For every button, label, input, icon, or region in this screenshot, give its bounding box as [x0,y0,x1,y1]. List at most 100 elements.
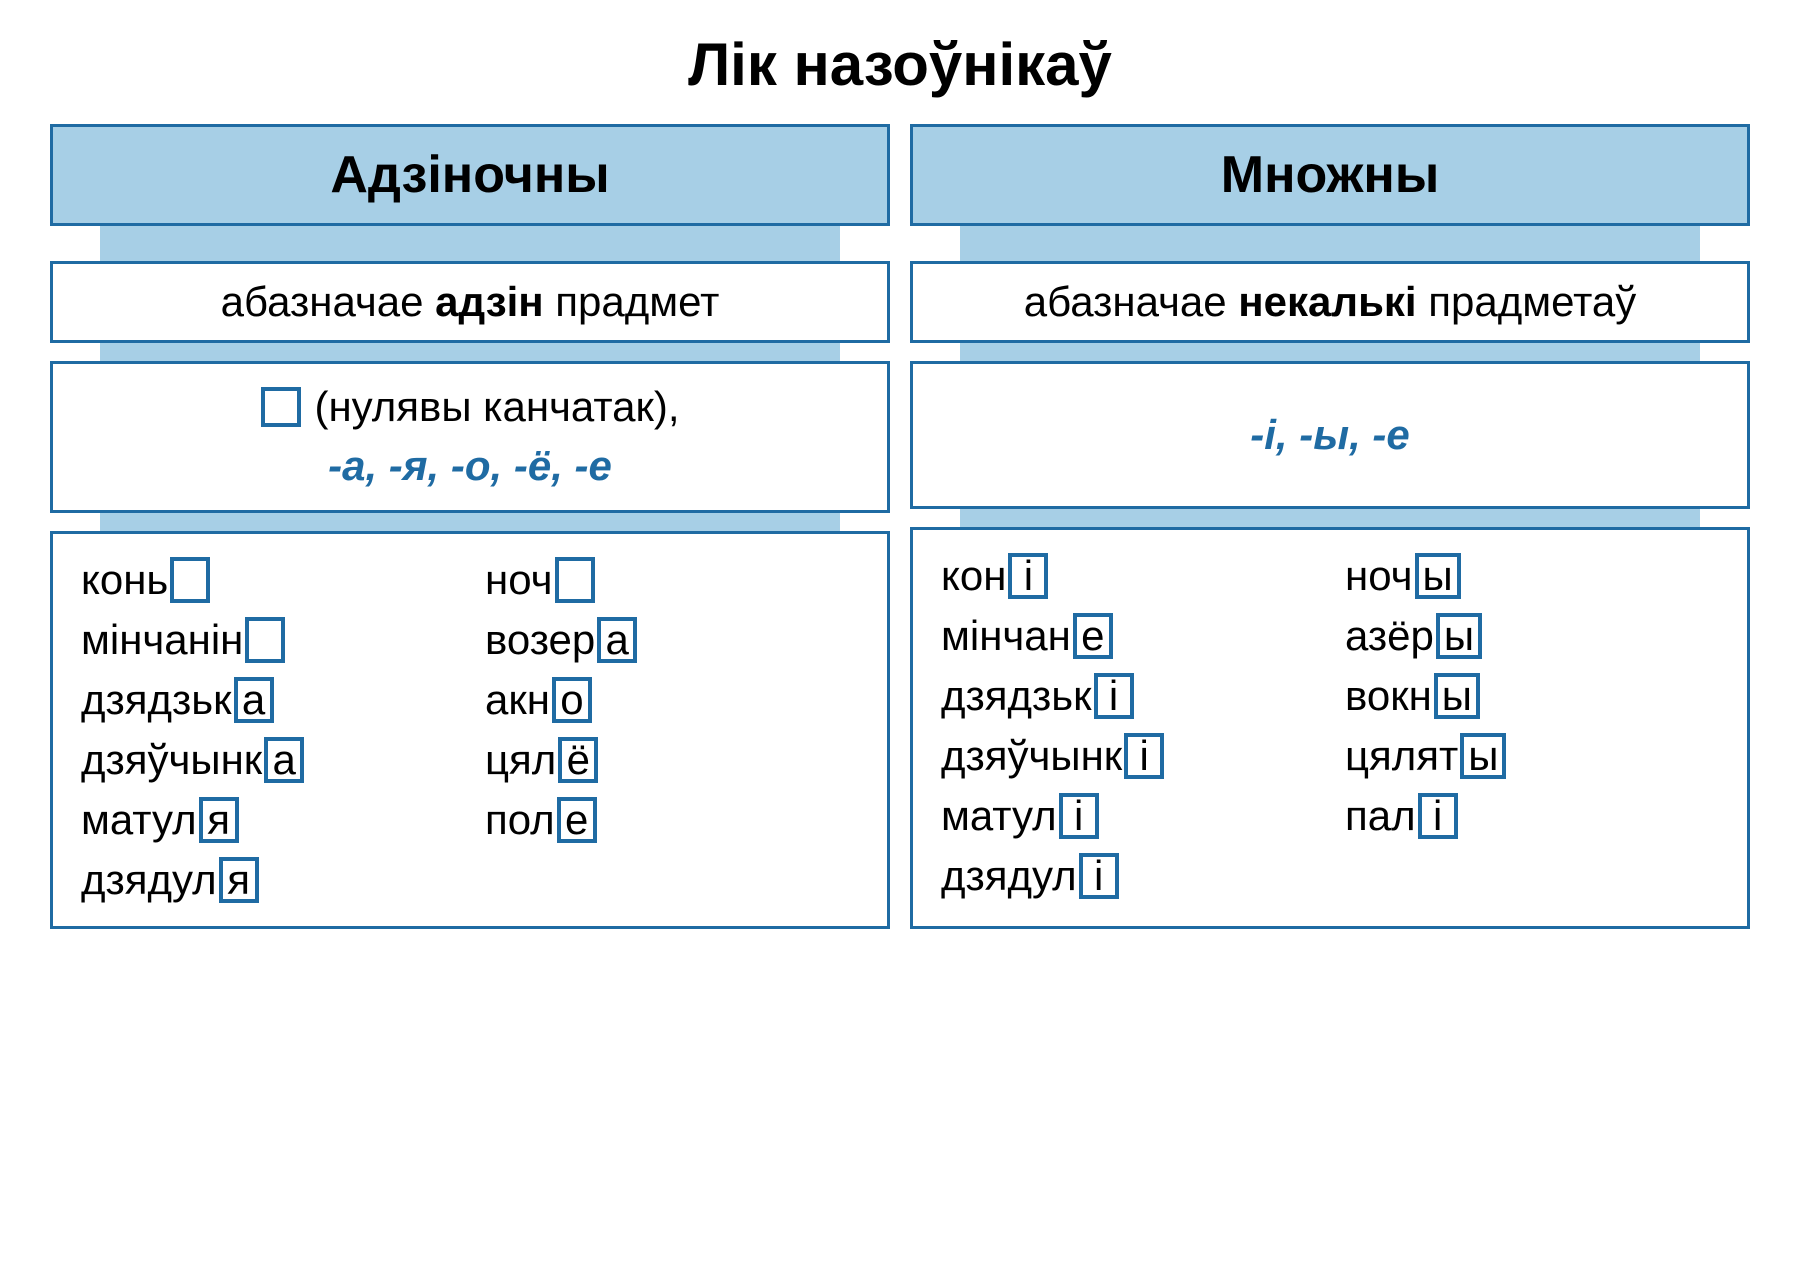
word-stem: возер [485,616,595,664]
desc-bold: адзін [435,278,543,325]
word-stem: матул [941,792,1057,840]
word-stem: ноч [485,556,553,604]
desc-post: прадметаў [1417,278,1637,325]
example-word: дзяўчынкі [941,732,1315,780]
example-word: матуля [81,796,455,844]
word-stem: дзядзьк [941,672,1092,720]
column: Адзіночны абазначае адзін прадмет (нулявы… [50,124,890,929]
columns-container: Адзіночны абазначае адзін прадмет (нулявы… [50,124,1750,929]
column-header: Множны [910,124,1750,226]
example-word: конь [81,556,455,604]
example-word: мінчанін [81,616,455,664]
word-stem: дзяўчынк [81,736,262,784]
example-word: возера [485,616,859,664]
word-ending-box [245,617,285,663]
page-title: Лік назоўнікаў [50,30,1750,99]
word-ending-box: я [199,797,239,843]
examples-subcolumn: коньмінчаніндзядзькадзяўчынкаматулядзяду… [81,556,455,904]
connector [960,343,1699,361]
examples-subcolumn: ночвозераакноцялёполе [485,556,859,904]
column: Множны абазначае некалькі прадметаў -і, -ы… [910,124,1750,929]
examples-box: конімінчанедзядзькідзяўчынкіматулідзядул… [910,527,1750,929]
example-word: коні [941,552,1315,600]
endings-null-row: (нулявы канчатак), [63,378,877,437]
word-stem: пал [1345,792,1416,840]
examples-grid: конімінчанедзядзькідзяўчынкіматулідзядул… [941,552,1719,900]
example-word: дзядзькі [941,672,1315,720]
example-word: ноч [485,556,859,604]
example-word: дзяўчынка [81,736,455,784]
desc-post: прадмет [544,278,720,325]
word-ending-box: а [264,737,304,783]
example-word: палі [1345,792,1719,840]
word-stem: кон [941,552,1006,600]
word-stem: цял [485,736,556,784]
example-word: дзядулі [941,852,1315,900]
word-stem: матул [81,796,197,844]
word-stem: дзядул [81,856,217,904]
connector [100,343,839,361]
examples-subcolumn: конімінчанедзядзькідзяўчынкіматулідзядул… [941,552,1315,900]
example-word: азёры [1345,612,1719,660]
word-stem: дзядзьк [81,676,232,724]
examples-grid: коньмінчаніндзядзькадзяўчынкаматулядзяду… [81,556,859,904]
word-ending-box: і [1008,553,1048,599]
column-header: Адзіночны [50,124,890,226]
word-ending-box: а [597,617,637,663]
word-stem: мінчанін [81,616,243,664]
word-stem: ноч [1345,552,1413,600]
word-ending-box: ы [1436,613,1482,659]
examples-box: коньмінчаніндзядзькадзяўчынкаматулядзяду… [50,531,890,929]
endings-suffixes: -і, -ы, -е [923,406,1737,465]
example-word: цялё [485,736,859,784]
word-stem: азёр [1345,612,1434,660]
word-ending-box: і [1059,793,1099,839]
word-ending-box: я [219,857,259,903]
endings-box: (нулявы канчатак),-а, -я, -о, -ё, -е [50,361,890,513]
example-word: дзядуля [81,856,455,904]
connector [100,513,839,531]
desc-pre: абазначае [221,278,436,325]
examples-subcolumn: ночыазёрывокныцялятыпалі [1345,552,1719,900]
example-word: матулі [941,792,1315,840]
connector [100,226,839,261]
word-ending-box [555,557,595,603]
word-ending-box: а [234,677,274,723]
word-ending-box: е [557,797,597,843]
word-ending-box: ы [1460,733,1506,779]
word-stem: дзядул [941,852,1077,900]
example-word: вокны [1345,672,1719,720]
description-box: абазначае некалькі прадметаў [910,261,1750,343]
word-ending-box: е [1073,613,1113,659]
null-ending-label: (нулявы канчатак), [315,378,680,437]
example-word: дзядзька [81,676,455,724]
word-stem: мінчан [941,612,1071,660]
example-word: поле [485,796,859,844]
word-stem: дзяўчынк [941,732,1122,780]
desc-bold: некалькі [1238,278,1416,325]
description-box: абазначае адзін прадмет [50,261,890,343]
word-ending-box: і [1124,733,1164,779]
word-ending-box: і [1094,673,1134,719]
endings-box: -і, -ы, -е [910,361,1750,509]
word-ending-box: ы [1415,553,1461,599]
example-word: мінчане [941,612,1315,660]
endings-suffixes: -а, -я, -о, -ё, -е [63,437,877,496]
word-ending-box [170,557,210,603]
word-ending-box: о [552,677,592,723]
connector [960,226,1699,261]
word-ending-box: ё [558,737,598,783]
example-word: акно [485,676,859,724]
word-ending-box: і [1079,853,1119,899]
example-word: ночы [1345,552,1719,600]
word-stem: цялят [1345,732,1458,780]
word-stem: вокн [1345,672,1432,720]
word-stem: пол [485,796,555,844]
word-ending-box: і [1418,793,1458,839]
example-word: цяляты [1345,732,1719,780]
word-stem: конь [81,556,168,604]
null-ending-icon [261,387,301,427]
word-stem: акн [485,676,550,724]
word-ending-box: ы [1434,673,1480,719]
desc-pre: абазначае [1024,278,1239,325]
